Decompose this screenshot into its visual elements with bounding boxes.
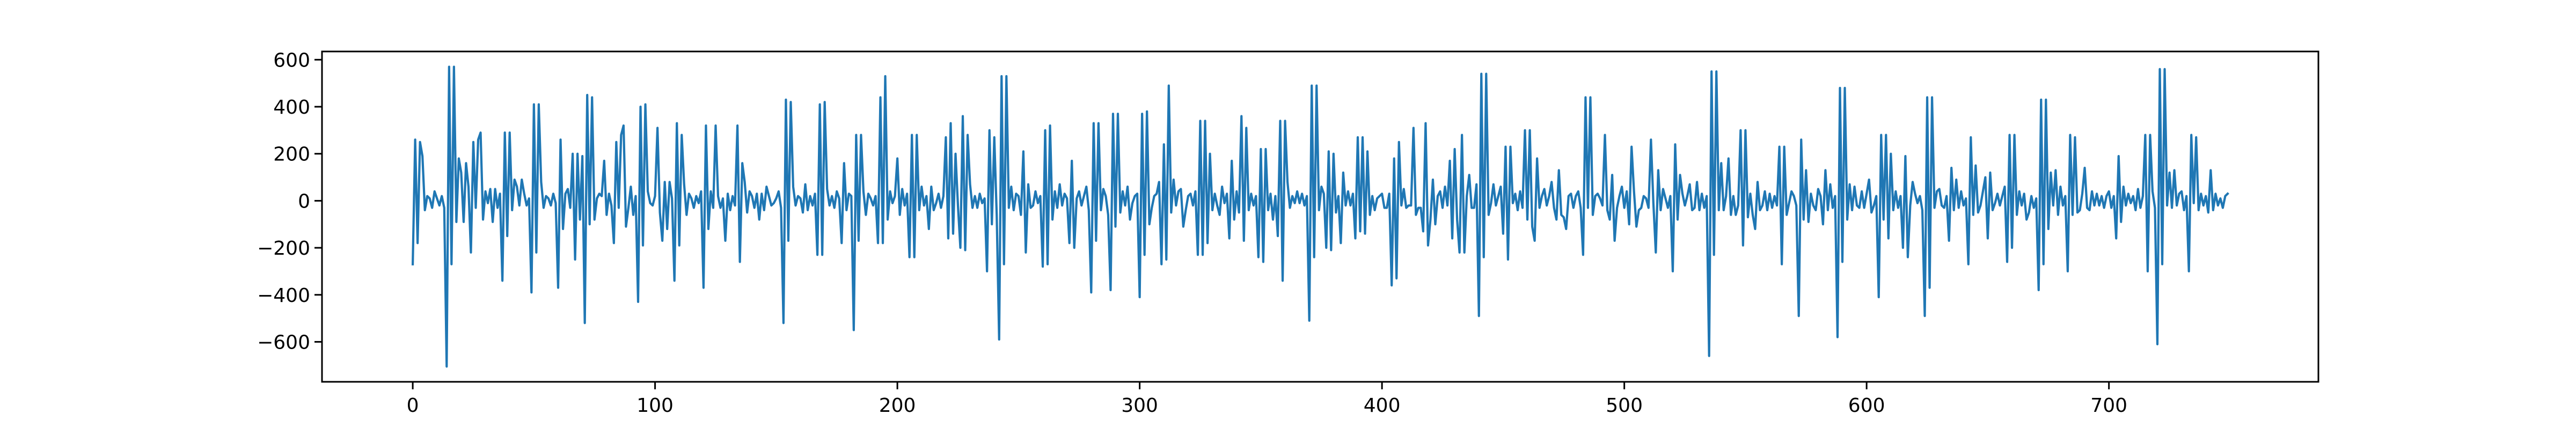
- x-tick-label: 700: [2090, 395, 2127, 417]
- x-tick-label: 500: [1606, 395, 1643, 417]
- x-tick-label: 400: [1364, 395, 1401, 417]
- y-tick-label: −600: [257, 331, 310, 353]
- plot-frame: [321, 50, 2319, 383]
- y-tick-label: 400: [273, 97, 310, 119]
- y-tick-label: 600: [273, 49, 310, 71]
- y-tick-label: −400: [257, 285, 310, 307]
- x-tick-label: 100: [636, 395, 674, 417]
- x-tick-label: 300: [1121, 395, 1158, 417]
- y-tick-label: 200: [273, 144, 310, 166]
- y-tick-label: −200: [257, 238, 310, 260]
- x-tick-label: 600: [1848, 395, 1885, 417]
- x-tick-label: 200: [879, 395, 916, 417]
- y-tick-label: 0: [298, 190, 310, 212]
- x-tick-label: 0: [407, 395, 419, 417]
- data-line: [411, 65, 2229, 368]
